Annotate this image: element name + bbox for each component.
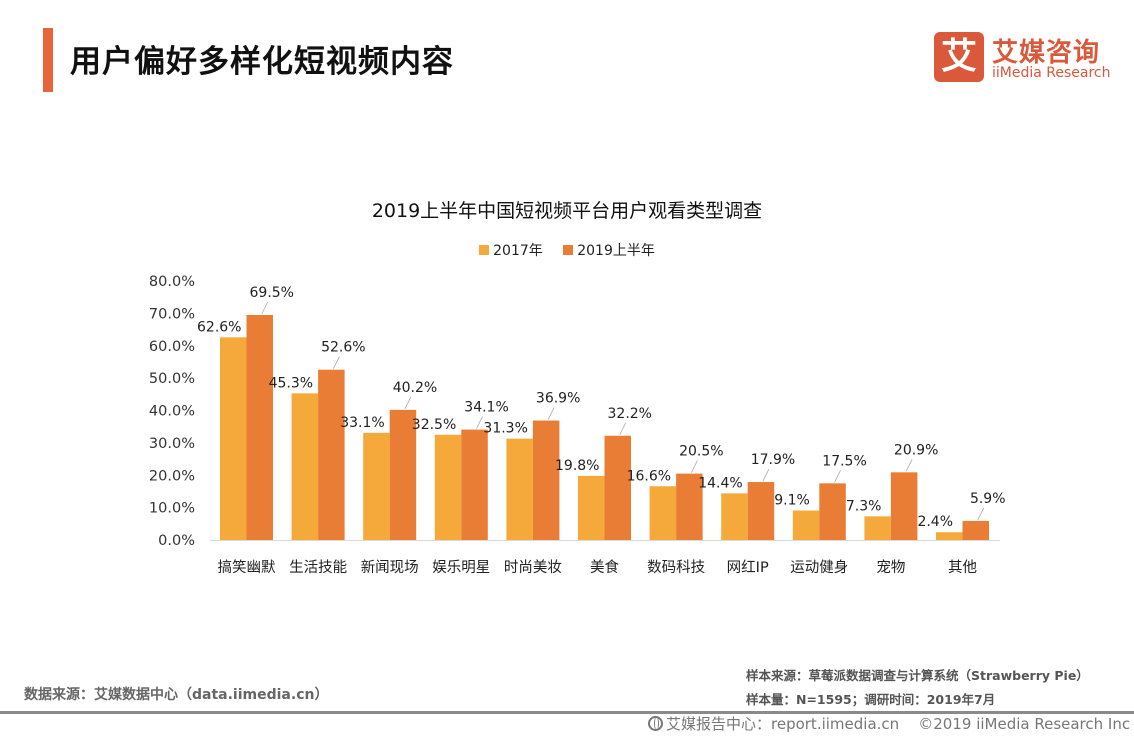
data-label-2017: 33.1% bbox=[340, 415, 384, 431]
chart-title: 2019上半年中国短视频平台用户观看类型调查 bbox=[371, 200, 763, 222]
x-tick-label: 美食 bbox=[590, 559, 619, 576]
x-tick-label: 其他 bbox=[948, 559, 977, 576]
footer-bottom: 艾媒报告中心：report.iimedia.cn ©2019 iiMedia R… bbox=[648, 713, 1130, 734]
leader-line bbox=[476, 416, 483, 429]
x-tick-label: 新闻现场 bbox=[361, 559, 419, 576]
leader-line bbox=[547, 407, 555, 420]
bar-2019h1 bbox=[676, 473, 703, 540]
x-tick-label: 网红IP bbox=[727, 559, 769, 576]
y-tick-label: 40.0% bbox=[149, 404, 195, 420]
y-tick-label: 80.0% bbox=[149, 274, 195, 290]
data-label-2019h1: 5.9% bbox=[970, 491, 1006, 507]
bar-2017 bbox=[936, 532, 963, 540]
data-label-2019h1: 17.5% bbox=[822, 453, 866, 469]
page-title: 用户偏好多样化短视频内容 bbox=[70, 44, 454, 80]
bar-2019h1 bbox=[389, 409, 417, 540]
bar-2019h1 bbox=[461, 429, 488, 540]
data-label-2019h1: 17.9% bbox=[751, 452, 795, 468]
data-label-2017: 7.3% bbox=[846, 498, 882, 514]
y-tick-label: 10.0% bbox=[149, 501, 195, 517]
data-label-2017: 31.3% bbox=[483, 421, 527, 437]
data-label-2017: 14.4% bbox=[698, 475, 742, 491]
leader-line bbox=[619, 422, 627, 435]
bar-2019h1 bbox=[246, 314, 273, 540]
leader-line bbox=[332, 356, 340, 369]
bar-2019h1 bbox=[890, 472, 918, 540]
leader-line bbox=[261, 301, 269, 315]
logo-mark-icon: 艾 bbox=[934, 32, 984, 82]
data-label-2019h1: 34.1% bbox=[464, 400, 508, 416]
bar-2017 bbox=[434, 434, 462, 540]
data-label-2017: 19.8% bbox=[555, 458, 599, 474]
x-tick-label: 运动健身 bbox=[790, 559, 848, 576]
y-tick-label: 50.0% bbox=[149, 371, 195, 387]
logo-name-cn: 艾媒咨询 bbox=[992, 38, 1101, 68]
data-label-2019h1: 36.9% bbox=[536, 391, 580, 407]
logo-name-en: iiMedia Research bbox=[992, 65, 1111, 81]
bar-2017 bbox=[721, 493, 748, 540]
y-tick-label: 20.0% bbox=[149, 468, 195, 484]
chart-legend: 2017年 2019上半年 bbox=[0, 240, 1134, 260]
x-tick-label: 宠物 bbox=[876, 559, 905, 576]
bar-2017 bbox=[578, 475, 605, 540]
data-label-2017: 32.5% bbox=[412, 417, 456, 433]
bar-2017 bbox=[864, 516, 891, 540]
leader-line bbox=[905, 459, 913, 472]
x-tick-label: 生活技能 bbox=[289, 559, 347, 576]
sample-source: 样本来源：草莓派数据调查与计算系统（Strawberry Pie） bbox=[746, 668, 1089, 683]
data-source: 数据来源：艾媒数据中心（data.iimedia.cn） bbox=[24, 687, 329, 703]
x-tick-label: 娱乐明星 bbox=[432, 559, 490, 576]
data-label-2019h1: 52.6% bbox=[321, 340, 365, 356]
y-tick-label: 0.0% bbox=[158, 533, 195, 549]
bar-2017 bbox=[506, 438, 533, 540]
x-tick-label: 数码科技 bbox=[647, 559, 705, 576]
bar-2017 bbox=[220, 337, 247, 540]
footer-divider bbox=[0, 711, 1134, 714]
bar-2017 bbox=[792, 510, 820, 540]
report-center-link[interactable]: 艾媒报告中心：report.iimedia.cn bbox=[666, 715, 900, 733]
bar-2017 bbox=[291, 393, 319, 540]
bar-2019h1 bbox=[962, 520, 989, 540]
bar-2019h1 bbox=[747, 482, 775, 540]
data-label-2019h1: 69.5% bbox=[250, 285, 294, 301]
legend-label-2017: 2017年 bbox=[493, 243, 543, 259]
leader-line bbox=[834, 470, 841, 483]
data-label-2017: 16.6% bbox=[627, 468, 671, 484]
title-accent-bar bbox=[43, 28, 53, 92]
sample-info: 样本量：N=1595；调研时间：2019年7月 bbox=[746, 692, 996, 707]
globe-icon bbox=[648, 716, 663, 731]
bar-2019h1 bbox=[819, 483, 846, 540]
x-tick-label: 时尚美妆 bbox=[504, 559, 562, 576]
legend-label-2019h1: 2019上半年 bbox=[577, 243, 655, 259]
data-label-2017: 2.4% bbox=[917, 514, 953, 530]
legend-swatch-2019h1 bbox=[563, 245, 574, 255]
data-label-2019h1: 32.2% bbox=[608, 406, 652, 422]
data-label-2017: 45.3% bbox=[269, 375, 313, 391]
legend-item-2019h1: 2019上半年 bbox=[563, 240, 655, 260]
data-label-2019h1: 40.2% bbox=[393, 380, 437, 396]
leader-line bbox=[977, 507, 985, 521]
y-tick-label: 70.0% bbox=[149, 306, 195, 322]
leader-line bbox=[404, 396, 412, 410]
data-label-2019h1: 20.9% bbox=[894, 442, 938, 458]
legend-swatch-2017 bbox=[479, 245, 490, 255]
bar-2019h1 bbox=[604, 435, 631, 540]
leader-line bbox=[690, 460, 698, 473]
y-tick-label: 60.0% bbox=[149, 339, 195, 355]
bar-2019h1 bbox=[318, 369, 345, 540]
x-tick-label: 搞笑幽默 bbox=[218, 559, 276, 576]
data-label-2019h1: 20.5% bbox=[679, 444, 723, 460]
y-tick-label: 30.0% bbox=[149, 436, 195, 452]
copyright: ©2019 iiMedia Research Inc bbox=[918, 715, 1131, 733]
data-label-2017: 62.6% bbox=[197, 319, 241, 335]
legend-item-2017: 2017年 bbox=[479, 240, 543, 260]
leader-line bbox=[762, 468, 770, 482]
bar-2019h1 bbox=[532, 420, 560, 540]
iimedia-logo: 艾 艾媒咨询 iiMedia Research bbox=[934, 32, 1114, 84]
data-label-2017: 9.1% bbox=[774, 493, 810, 509]
bar-2017 bbox=[649, 486, 677, 540]
bar-2017 bbox=[363, 432, 390, 540]
